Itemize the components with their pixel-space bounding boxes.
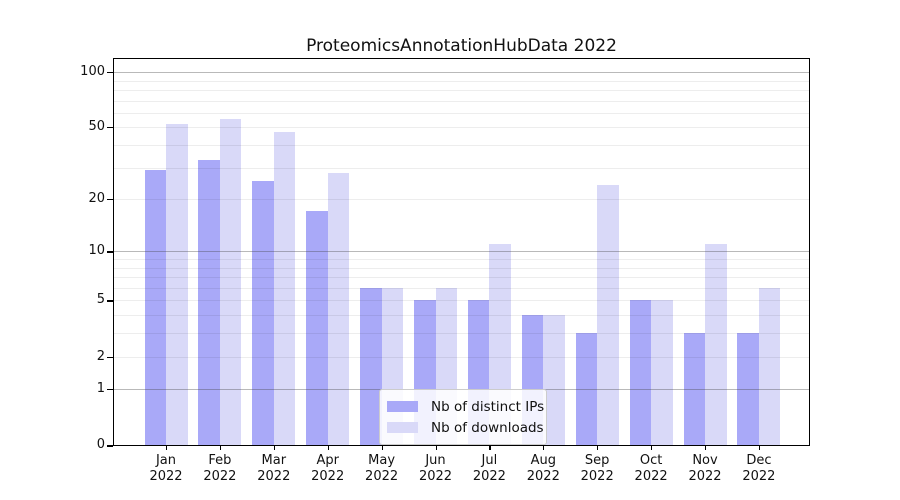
legend-label-distinct-ips: Nb of distinct IPs: [431, 398, 545, 415]
y-tick-label: 1: [96, 381, 105, 397]
legend-swatch-downloads: [387, 422, 418, 433]
x-tick-label: Apr 2022: [311, 453, 345, 484]
bar-nb-of-distinct-ips-jan-2022: [144, 169, 166, 445]
y-tick-mark: [107, 72, 113, 74]
legend-label-downloads: Nb of downloads: [431, 419, 544, 436]
x-tick-label: Oct 2022: [634, 453, 668, 484]
minor-gridline: [114, 277, 809, 279]
y-tick-mark: [107, 356, 113, 358]
minor-gridline: [114, 300, 809, 302]
bar-nb-of-downloads-sep-2022: [597, 184, 619, 445]
bar-nb-of-downloads-feb-2022: [219, 119, 242, 445]
bar-nb-of-distinct-ips-sep-2022: [575, 332, 598, 445]
plot-area: Nb of distinct IPs Nb of downloads: [113, 58, 810, 446]
legend: Nb of distinct IPs Nb of downloads: [379, 389, 547, 445]
legend-entry-distinct-ips: Nb of distinct IPs: [387, 396, 544, 417]
x-tick-mark: [381, 446, 383, 450]
minor-gridline: [114, 112, 809, 114]
y-tick-mark: [107, 389, 113, 391]
y-tick-label: 0: [96, 437, 105, 453]
bar-nb-of-distinct-ips-apr-2022: [306, 211, 328, 445]
x-tick-mark: [435, 446, 437, 450]
minor-gridline: [114, 356, 809, 358]
bar-nb-of-downloads-apr-2022: [327, 172, 350, 445]
grid-layer: [114, 59, 809, 445]
major-gridline: [114, 251, 809, 253]
x-tick-label: Mar 2022: [257, 453, 291, 484]
x-tick-mark: [705, 446, 707, 450]
minor-gridline: [114, 315, 809, 317]
y-tick-mark: [107, 199, 113, 201]
y-tick-mark: [107, 445, 113, 447]
bar-nb-of-downloads-aug-2022: [543, 314, 565, 445]
bar-nb-of-distinct-ips-nov-2022: [683, 332, 705, 445]
x-tick-mark: [166, 446, 168, 450]
major-gridline: [114, 72, 809, 73]
x-tick-mark: [327, 446, 329, 450]
x-tick-mark: [758, 446, 761, 450]
bar-nb-of-downloads-oct-2022: [651, 300, 673, 445]
minor-gridline: [114, 127, 809, 129]
x-tick-label: Jan 2022: [149, 453, 183, 484]
bar-nb-of-downloads-nov-2022: [705, 244, 727, 445]
minor-gridline: [114, 288, 809, 289]
bar-nb-of-downloads-mar-2022: [273, 131, 296, 445]
bar-nb-of-distinct-ips-oct-2022: [629, 300, 652, 445]
y-tick-mark: [107, 127, 113, 129]
minor-gridline: [114, 167, 809, 169]
legend-entry-downloads: Nb of downloads: [387, 417, 544, 438]
x-tick-label: Feb 2022: [203, 453, 237, 484]
bar-nb-of-downloads-jan-2022: [166, 123, 188, 445]
x-tick-mark: [597, 446, 599, 450]
bar-nb-of-distinct-ips-dec-2022: [737, 332, 759, 445]
bar-nb-of-distinct-ips-feb-2022: [198, 159, 220, 445]
y-tick-label: 2: [96, 348, 105, 364]
bar-nb-of-distinct-ips-may-2022: [360, 287, 382, 445]
minor-gridline: [114, 259, 809, 261]
y-tick-label: 100: [80, 64, 105, 79]
y-tick-label: 20: [88, 191, 105, 207]
x-tick-label: Aug 2022: [526, 453, 560, 484]
minor-gridline: [114, 199, 809, 201]
bar-nb-of-downloads-dec-2022: [758, 287, 781, 445]
x-tick-label: Jul 2022: [472, 453, 506, 484]
y-tick-mark: [107, 251, 113, 253]
legend-swatch-distinct-ips: [387, 401, 418, 412]
x-tick-mark: [543, 446, 545, 450]
x-tick-label: Nov 2022: [688, 453, 722, 484]
x-tick-label: May 2022: [365, 453, 399, 484]
x-tick-mark: [273, 446, 275, 450]
x-tick-mark: [219, 446, 222, 450]
chart-title: ProteomicsAnnotationHubData 2022: [306, 36, 617, 56]
y-tick-label: 5: [96, 292, 105, 308]
minor-gridline: [114, 100, 809, 102]
minor-gridline: [114, 333, 809, 335]
bar-nb-of-distinct-ips-mar-2022: [252, 181, 274, 445]
x-tick-label: Sep 2022: [580, 453, 614, 484]
x-tick-mark: [489, 446, 491, 450]
minor-gridline: [114, 145, 809, 146]
minor-gridline: [114, 89, 809, 91]
y-tick-label: 10: [88, 243, 105, 259]
x-tick-label: Dec 2022: [742, 453, 776, 484]
minor-gridline: [114, 267, 809, 269]
x-tick-label: Jun 2022: [418, 453, 453, 484]
minor-gridline: [114, 80, 809, 82]
y-tick-label: 50: [88, 119, 105, 135]
y-tick-mark: [107, 300, 113, 302]
x-tick-mark: [651, 446, 653, 450]
